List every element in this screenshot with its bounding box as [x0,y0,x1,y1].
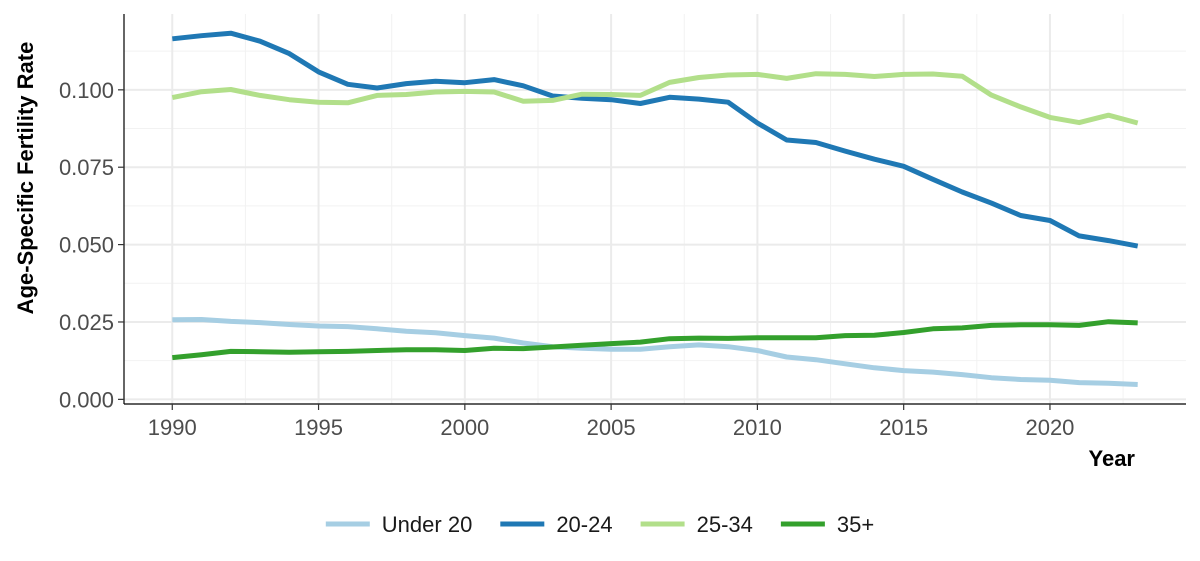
y-tick-label: 0.000 [59,387,114,412]
y-tick-label: 0.050 [59,233,114,258]
legend-label-under-20: Under 20 [382,512,473,537]
axes [123,14,1186,405]
x-tick-label: 1990 [148,415,197,440]
x-axis-title: Year [1089,446,1136,471]
x-axis-ticks: 1990 1995 2000 2005 2010 2015 2020 [148,404,1074,440]
x-tick-label: 2005 [587,415,636,440]
series-line-under-20 [172,317,1138,387]
y-axis-ticks: 0.000 0.025 0.050 0.075 0.100 [59,78,124,412]
x-tick-label: 2000 [440,415,489,440]
x-tick-label: 2010 [733,415,782,440]
y-tick-label: 0.075 [59,155,114,180]
minor-gridlines [124,14,1186,404]
legend-label-20-24: 20-24 [556,512,612,537]
x-tick-label: 2020 [1025,415,1074,440]
series-line-25-34 [171,71,1139,126]
x-tick-label: 2015 [879,415,928,440]
series-lines [171,30,1139,387]
legend-label-35-: 35+ [837,512,874,537]
series-line-35- [172,319,1138,361]
x-tick-label: 1995 [294,415,343,440]
y-axis-title: Age-Specific Fertility Rate [13,42,38,315]
y-tick-label: 0.100 [59,78,114,103]
series-line-20-24 [172,30,1139,249]
legend: Under 20 20-24 25-34 35+ [325,512,874,537]
legend-label-25-34: 25-34 [697,512,753,537]
y-tick-label: 0.025 [59,310,114,335]
